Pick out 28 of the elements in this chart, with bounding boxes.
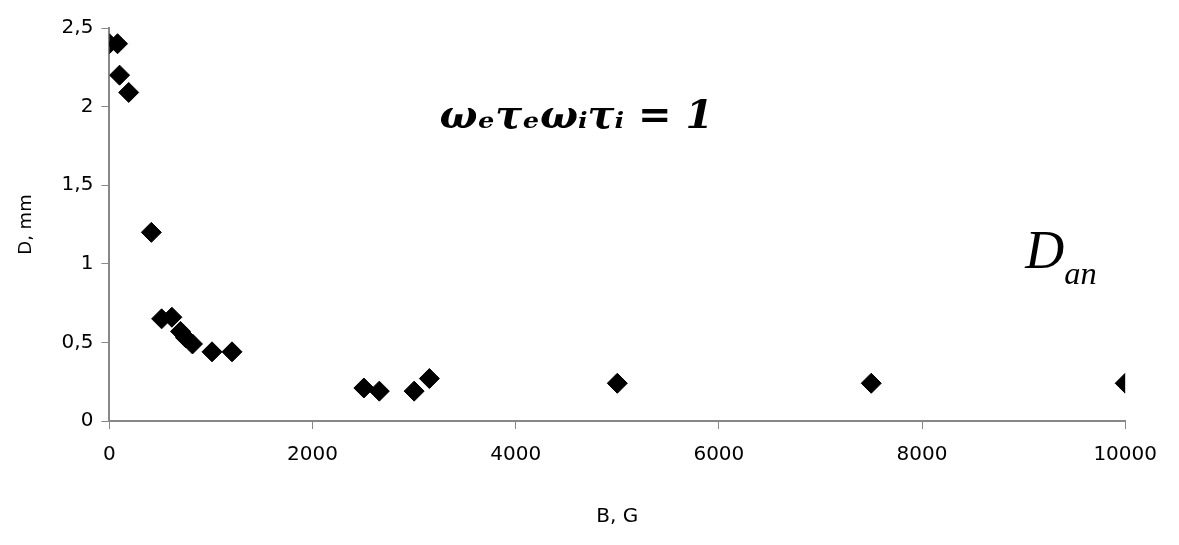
x-tick-label: 4000 xyxy=(490,441,542,466)
point xyxy=(418,368,440,390)
y-axis-title: D, mm xyxy=(14,194,36,255)
point xyxy=(353,377,375,399)
y-tick-label: 0,5 xyxy=(61,328,94,353)
point xyxy=(201,341,223,363)
x-tick-label: 6000 xyxy=(693,441,745,466)
x-tick-label: 0 xyxy=(103,441,116,466)
point xyxy=(140,221,162,243)
x-axis-title: B, G xyxy=(596,503,639,528)
point xyxy=(368,380,390,402)
point xyxy=(182,333,203,355)
x-tick-label: 8000 xyxy=(896,441,948,466)
point xyxy=(118,81,140,103)
y-tick-label: 0 xyxy=(80,407,94,432)
y-tick-label: 1,5 xyxy=(61,171,94,196)
point xyxy=(860,372,882,394)
point xyxy=(109,64,131,86)
x-tick-label: 10000 xyxy=(1093,441,1157,466)
y-tick-label: 1 xyxy=(80,250,94,274)
point xyxy=(221,341,243,363)
point xyxy=(606,372,628,394)
y-tick-label: 2,5 xyxy=(61,14,94,39)
y-tick-label: 2 xyxy=(80,92,94,117)
annotation: ωₑτₑωᵢτᵢ = 1 xyxy=(439,90,714,137)
point xyxy=(109,33,129,55)
point xyxy=(403,380,425,402)
x-tick-label: 2000 xyxy=(287,441,339,466)
